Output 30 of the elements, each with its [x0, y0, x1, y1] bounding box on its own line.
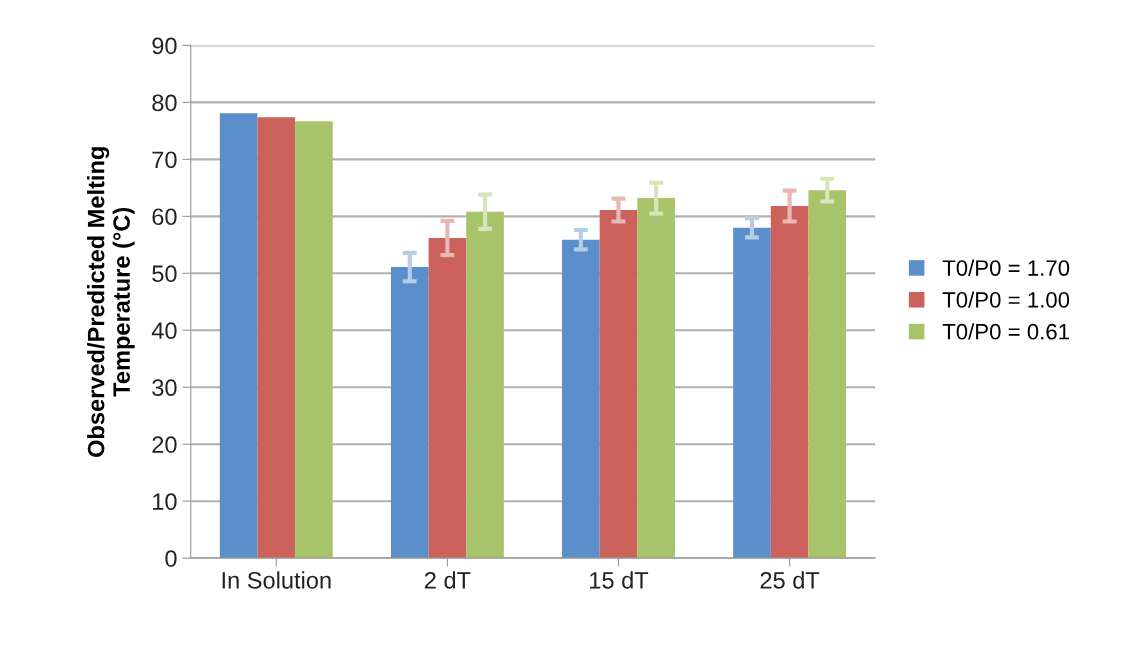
bar [637, 198, 675, 559]
legend-label: T0/P0 = 1.00 [942, 291, 1070, 308]
bar [295, 121, 333, 559]
x-tick-label: 25 dT [760, 571, 820, 589]
y-tick-label: 10 [153, 493, 177, 510]
bar [257, 117, 296, 559]
bar [808, 190, 847, 559]
bar [733, 227, 771, 559]
x-tick-label: 15 dT [590, 571, 649, 589]
x-tick-label: 2 dT [424, 571, 471, 589]
bar [428, 237, 467, 559]
y-tick-label: 50 [152, 265, 177, 283]
y-tick-label: 40 [151, 322, 177, 340]
y-tick-label: 90 [152, 37, 177, 55]
y-tick-label: 20 [152, 436, 177, 453]
bar [599, 210, 638, 559]
y-tick-label: 80 [152, 94, 177, 112]
y-tick-label: 0 [165, 550, 177, 567]
y-axis-title: Observed/Predicted Melting Temperature (°C) [87, 147, 135, 457]
y-tick-label: 30 [152, 379, 177, 397]
bar [466, 211, 504, 559]
legend-label: T0/P0 = 1.70 [942, 259, 1070, 276]
x-tick-label: In Solution [222, 571, 331, 589]
y-tick-label: 70 [152, 151, 177, 169]
legend-label: T0/P0 = 0.61 [942, 323, 1069, 340]
bar [219, 113, 258, 559]
bar [770, 206, 809, 559]
y-tick-label: 60 [152, 208, 177, 226]
bar [562, 239, 600, 559]
bar [390, 267, 429, 559]
